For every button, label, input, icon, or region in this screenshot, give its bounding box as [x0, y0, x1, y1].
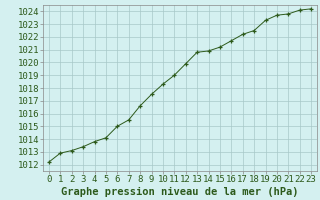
X-axis label: Graphe pression niveau de la mer (hPa): Graphe pression niveau de la mer (hPa)	[61, 187, 299, 197]
